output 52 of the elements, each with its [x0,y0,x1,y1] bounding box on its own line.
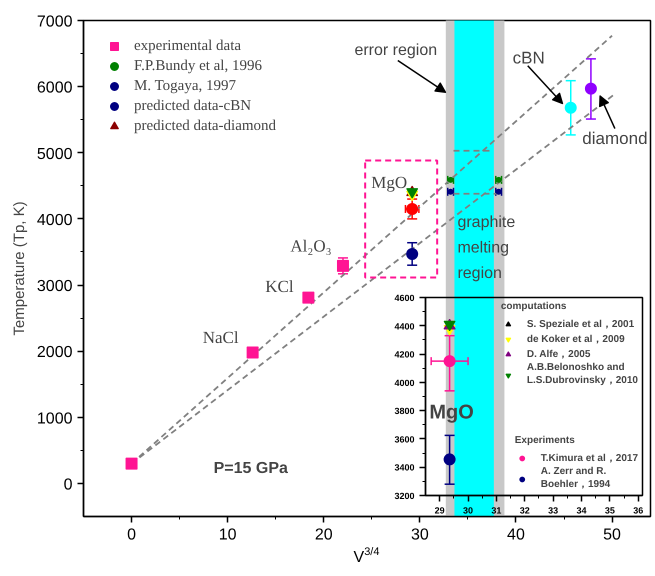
legend-label: predicted data-cBN [134,98,252,114]
y-tick-label: 4400 [394,321,415,332]
legend-label: T.Kimura et al，2017 [540,452,638,465]
legend-label: experimental data [134,38,242,54]
x-tick-label: 35 [604,506,615,516]
legend-title: computations [500,301,568,312]
annotation: Experiments [514,435,576,446]
annotation: cBN [512,48,545,68]
x-tick-label: 50 [603,526,622,544]
y-tick-label: 3200 [394,491,415,501]
y-tick-label: 3400 [394,462,415,473]
x-axis-title: V$^{3/4}$ [352,545,380,568]
legend-label: de Koker et al，2009 [526,333,625,346]
x-tick-label: 29 [434,506,445,516]
y-tick-label: 3800 [394,406,415,416]
x-tick-label: 32 [520,506,530,516]
y-tick-label: 6000 [36,80,73,97]
legend-label: D. Alfe，2005 [526,348,590,361]
y-tick-label: 5000 [36,146,73,163]
annotation: Al₂O₃ [290,236,332,256]
legend-label: predicted data-diamond [134,118,276,134]
y-axis-title: Temperature (Tp, K) [10,201,28,336]
y-tick-label: 4600 [394,293,415,303]
annotation: KCl [265,277,294,296]
y-tick-label: 2000 [36,344,73,362]
annotation: P=15 GPa [214,460,288,477]
legend-label: M. Togaya, 1997 [134,78,236,94]
legend-label: A. Zerr and R. Boehler，1994 [540,466,610,491]
y-tick-label: 3600 [394,434,415,444]
x-tick-label: 40 [507,526,525,544]
x-tick-label: 20 [314,526,333,544]
y-tick-label: 4000 [394,378,415,388]
annotation: MgO [371,172,408,192]
y-tick-label: 1000 [36,410,73,428]
band-label: error region [354,42,438,59]
y-tick-label: 7000 [36,14,73,30]
legend-label: A.B.Belonoshko and L.S.Dubrovinsky，2010 [526,362,638,387]
legend-label: S. Speziale et al，2001 [526,318,634,331]
legend-label: F.P.Bundy et al, 1996 [134,58,262,74]
x-tick-label: 10 [218,526,237,544]
x-tick-label: 34 [576,506,587,516]
y-tick-label: 4000 [36,212,73,229]
x-tick-label: 36 [633,506,644,516]
x-tick-label: 30 [410,526,429,544]
y-tick-label: 3000 [36,278,73,296]
x-tick-label: 30 [463,506,474,516]
annotation: NaCl [202,328,239,347]
x-tick-label: 33 [548,506,558,516]
y-tick-label: 0 [64,476,73,494]
x-tick-label: 0 [127,526,136,544]
annotation: diamond [582,129,648,148]
y-tick-label: 4200 [394,350,415,360]
